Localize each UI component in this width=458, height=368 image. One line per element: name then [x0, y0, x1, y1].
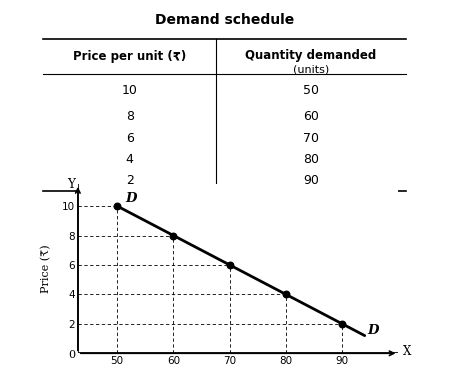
- Text: 8: 8: [125, 110, 134, 123]
- Text: Y: Y: [67, 177, 75, 191]
- Text: 60: 60: [303, 110, 319, 123]
- Text: X: X: [403, 345, 411, 358]
- Text: D: D: [367, 324, 379, 337]
- Text: 10: 10: [122, 84, 138, 97]
- Text: D: D: [125, 192, 137, 205]
- Text: Demand schedule: Demand schedule: [155, 13, 294, 26]
- Text: 4: 4: [126, 153, 134, 166]
- Text: 6: 6: [126, 132, 134, 145]
- Text: 70: 70: [303, 132, 319, 145]
- Point: [226, 262, 234, 268]
- Point: [338, 321, 346, 327]
- Text: 90: 90: [303, 174, 319, 187]
- Text: 80: 80: [303, 153, 319, 166]
- Point: [170, 233, 177, 238]
- Text: (units): (units): [293, 64, 329, 74]
- Text: Quantity demanded: Quantity demanded: [245, 49, 376, 61]
- Text: 0: 0: [69, 350, 76, 360]
- Text: Price per unit (₹): Price per unit (₹): [73, 50, 186, 63]
- Point: [282, 291, 289, 297]
- Text: 50: 50: [303, 84, 319, 97]
- Point: [114, 203, 121, 209]
- Text: 2: 2: [126, 174, 134, 187]
- Y-axis label: Price (₹): Price (₹): [41, 244, 51, 293]
